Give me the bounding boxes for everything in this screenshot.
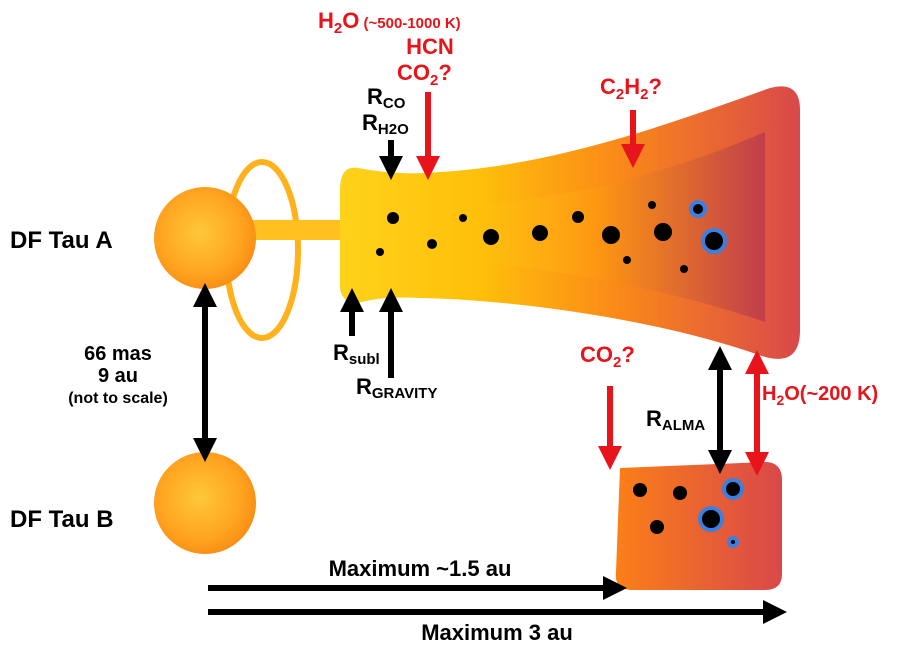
radius-label: RH2O [362, 110, 409, 138]
separation: 66 mas [84, 343, 152, 365]
text-part: H [762, 383, 776, 405]
radius-label: Rsubl [333, 340, 380, 368]
text-part: R [646, 406, 662, 431]
text-part: 2 [640, 86, 648, 103]
radius-label: RGRAVITY [356, 374, 437, 402]
text-part: 2 [616, 86, 624, 103]
molecule-label: C2H2? [600, 74, 662, 103]
text-part: CO [383, 95, 406, 112]
text-part: subl [349, 351, 380, 368]
text-part: H2O [378, 121, 409, 138]
scale-label: Maximum 3 au [421, 620, 573, 645]
molecule-label: CO2? [580, 342, 635, 371]
text-part: R [362, 110, 378, 135]
separation: 9 au [98, 365, 138, 387]
text-part: H [624, 74, 640, 99]
text-part: O(~200 K) [784, 383, 878, 405]
molecule-label: H2O (~500-1000 K) [318, 8, 461, 37]
star-label: DF Tau B [10, 506, 114, 533]
radius-label: RALMA [646, 406, 705, 434]
text-part: R [333, 340, 349, 365]
scale-label: Maximum ~1.5 au [329, 556, 512, 581]
text-part: ? [648, 74, 661, 99]
molecule-label: CO2? [397, 60, 452, 89]
text-part: ? [621, 342, 634, 367]
text-part: H [318, 8, 334, 33]
diagram: DF Tau A DF Tau B 66 mas 9 au (not to sc… [0, 0, 901, 646]
separation: (not to scale) [68, 390, 168, 407]
text-part: GRAVITY [372, 385, 438, 402]
text-part: 2 [613, 354, 621, 371]
text-part: R [356, 374, 372, 399]
star-label: DF Tau A [10, 227, 113, 254]
text-part: R [367, 84, 383, 109]
molecule-label: HCN [406, 34, 454, 59]
text-part: 2 [334, 20, 342, 37]
text-part: ? [438, 60, 451, 85]
radius-label: RCO [367, 84, 406, 112]
text-part: 2 [776, 392, 784, 408]
text-part: CO [397, 60, 430, 85]
text-part: ALMA [662, 417, 705, 434]
text-part: C [600, 74, 616, 99]
text-part: 2 [430, 72, 438, 89]
text-part: O [342, 8, 359, 33]
illustration [154, 86, 800, 612]
text-part: (~500-1000 K) [359, 15, 460, 32]
text-part: CO [580, 342, 613, 367]
molecule-label: H2O(~200 K) [762, 383, 878, 408]
